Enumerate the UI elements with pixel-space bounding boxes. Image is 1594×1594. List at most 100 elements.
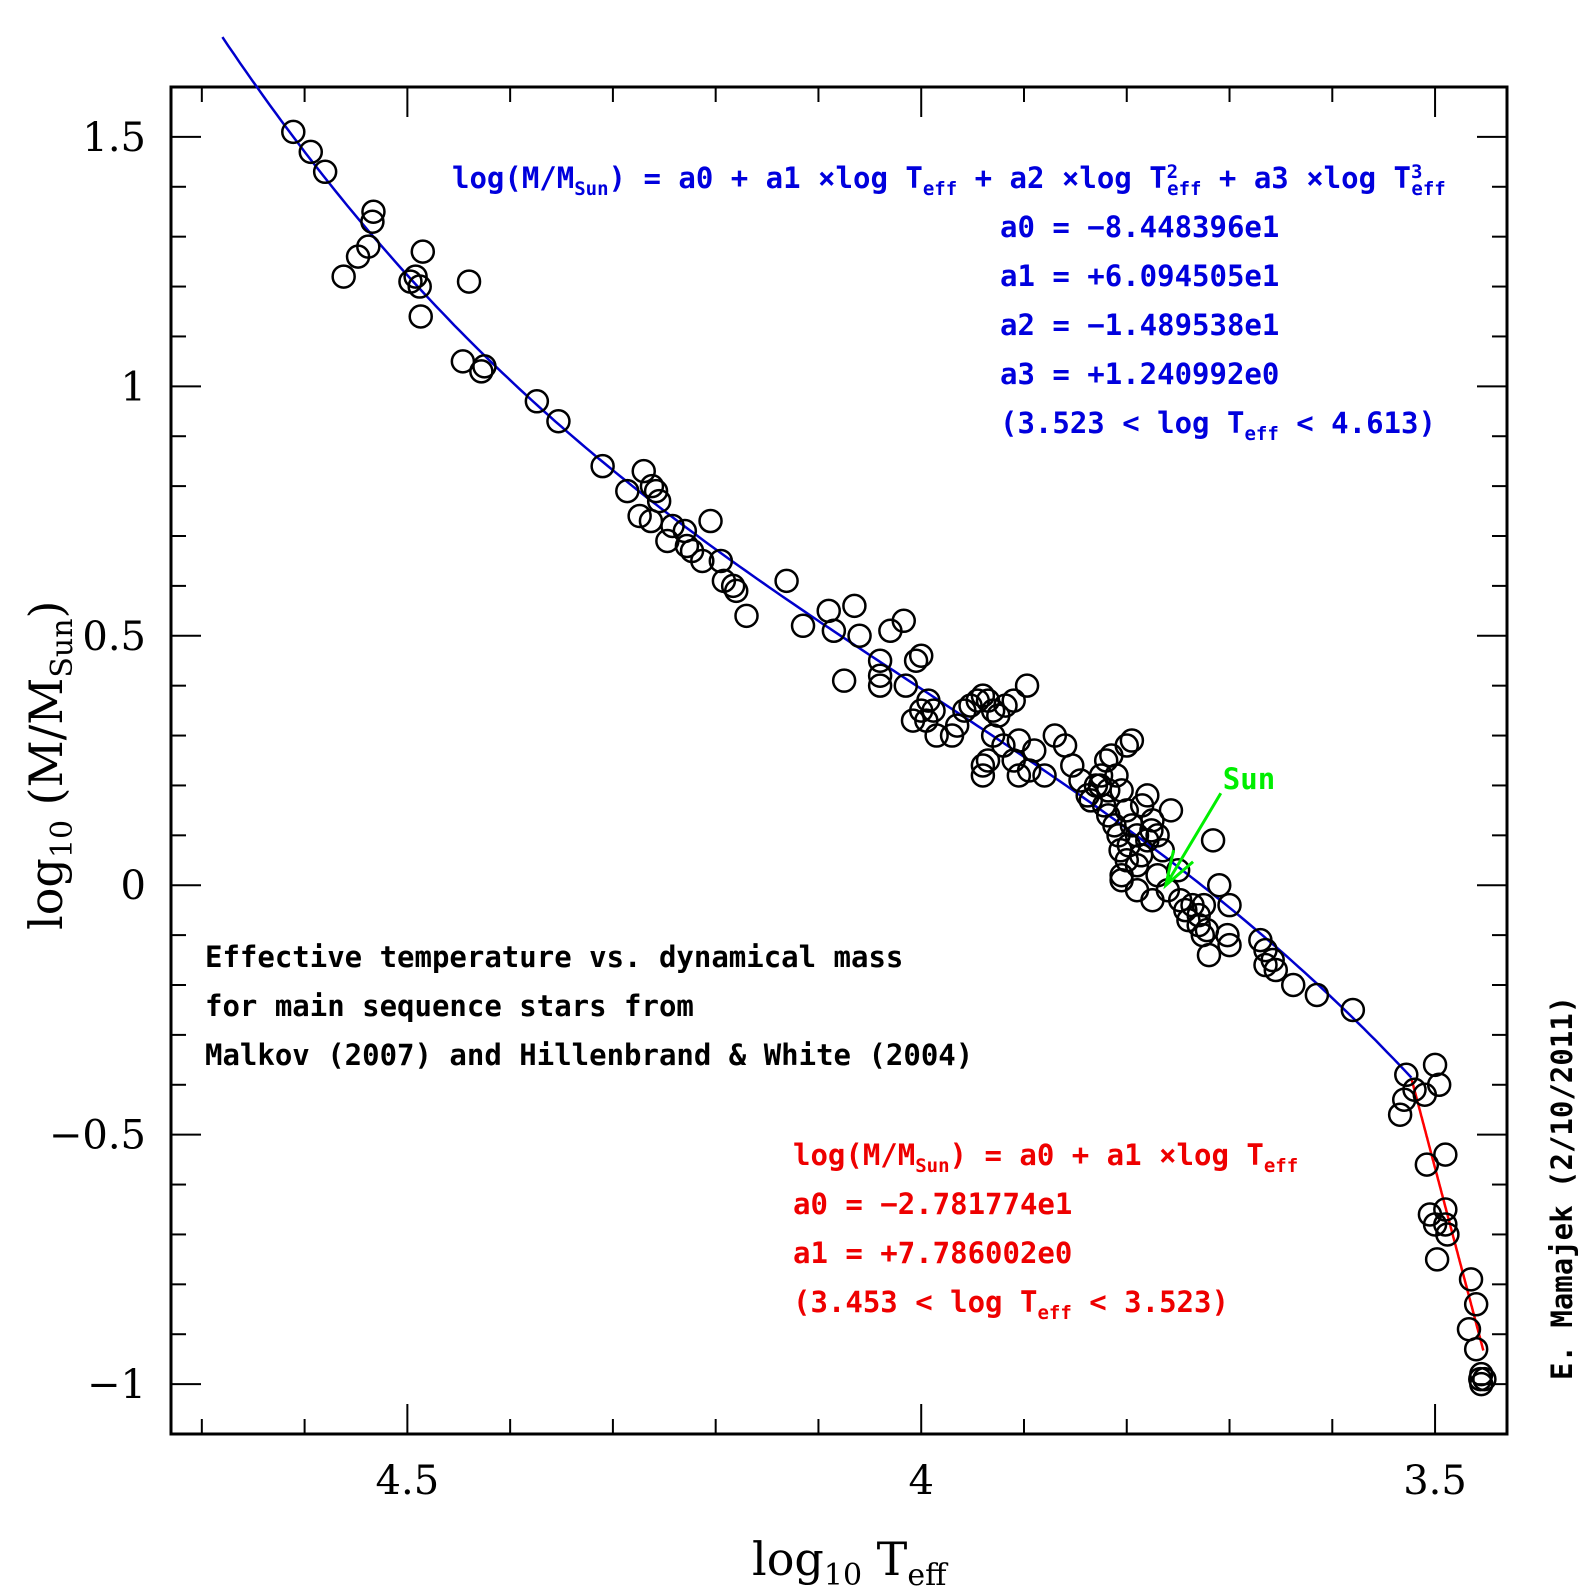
data-point: [1263, 957, 1289, 983]
data-point: [1424, 1247, 1450, 1272]
data-point: [1145, 823, 1170, 848]
blue-a1: a1 = +6.094505e1: [1000, 259, 1279, 293]
data-point: [708, 548, 734, 574]
tick-labels: 4.5 4 3.5 1.5 1 0.5 0 −0.5 −1: [49, 115, 1467, 1504]
data-point: [469, 359, 494, 384]
sun-arrow: [1164, 792, 1223, 886]
data-point: [1422, 1052, 1448, 1078]
y-tick-label: 1.5: [82, 115, 146, 161]
red-fit-annotation: log(M/MSun) = a0 + a1 ×log Teff a0 = −2.…: [793, 1138, 1298, 1324]
data-point: [816, 598, 841, 624]
data-point: [408, 304, 433, 329]
data-point: [867, 648, 893, 673]
data-point: [1032, 763, 1057, 788]
data-point: [660, 513, 685, 539]
data-point: [1433, 1142, 1458, 1167]
description: Effective temperature vs. dynamical mass…: [205, 940, 973, 1072]
data-point: [1016, 758, 1042, 783]
blue-fit-annotation: log(M/MSun) = a0 + a1 ×log Teff + a2 ×lo…: [452, 161, 1446, 445]
data-points: [281, 119, 1497, 1397]
x-axis-title: log10 Teff: [752, 1532, 949, 1593]
data-point: [847, 623, 872, 649]
data-point: [690, 548, 715, 574]
data-point: [790, 613, 816, 639]
data-point: [1096, 778, 1121, 803]
data-point: [1099, 743, 1124, 768]
data-point: [1458, 1267, 1484, 1292]
data-point: [1463, 1292, 1489, 1317]
data-point: [1022, 738, 1047, 763]
data-point: [1260, 947, 1285, 973]
sun-label: Sun: [1223, 762, 1275, 796]
data-point: [1001, 748, 1026, 773]
data-point: [410, 239, 436, 264]
data-point: [975, 748, 1001, 773]
data-point: [456, 269, 482, 294]
data-point: [893, 673, 919, 698]
y-tick-label: 1: [121, 364, 146, 410]
red-a0: a0 = −2.781774e1: [793, 1187, 1072, 1221]
data-point: [1158, 798, 1184, 823]
description-line-3: Malkov (2007) and Hillenbrand & White (2…: [205, 1038, 973, 1072]
data-point: [639, 473, 665, 499]
red-range: (3.453 < log Teff < 3.523): [793, 1285, 1229, 1324]
data-point: [407, 274, 432, 299]
data-point: [1217, 932, 1242, 958]
sun-marker: Sun: [1163, 762, 1275, 890]
sun-arrowhead: [1163, 849, 1195, 890]
y-tick-label: −0.5: [49, 1113, 146, 1159]
data-point: [1093, 748, 1119, 773]
blue-a0: a0 = −8.448396e1: [1000, 210, 1279, 244]
data-point: [867, 663, 893, 688]
data-point: [1140, 808, 1165, 833]
blue-a3: a3 = +1.240992e0: [1000, 357, 1279, 391]
data-point: [891, 608, 916, 634]
data-point: [867, 673, 893, 698]
data-point: [1217, 892, 1242, 918]
data-point: [1387, 1102, 1413, 1127]
data-point: [1173, 897, 1198, 923]
data-point: [1472, 1366, 1497, 1392]
data-point: [1140, 887, 1165, 913]
data-point: [908, 643, 934, 668]
blue-a2: a2 = −1.489538e1: [1000, 308, 1279, 342]
data-point: [1135, 783, 1160, 808]
data-point: [631, 458, 656, 484]
data-point: [774, 568, 799, 594]
data-point: [312, 159, 338, 185]
data-point: [720, 573, 746, 599]
data-point: [970, 763, 996, 788]
data-point: [1206, 872, 1232, 898]
data-point: [1469, 1371, 1494, 1397]
y-tick-label: −1: [87, 1362, 146, 1408]
data-point: [944, 713, 970, 738]
data-point: [1088, 763, 1114, 788]
x-tick-label: 3.5: [1403, 1458, 1467, 1504]
y-axis-title: log10 (M/MSun): [19, 601, 80, 930]
data-point: [1280, 972, 1306, 998]
data-point: [643, 478, 669, 504]
data-point: [524, 389, 550, 414]
description-line-1: Effective temperature vs. dynamical mass: [205, 940, 903, 974]
data-point: [1006, 728, 1032, 753]
data-point: [821, 618, 847, 644]
data-point: [1114, 798, 1140, 823]
y-tick-label: 0.5: [82, 614, 146, 660]
data-point: [627, 503, 652, 529]
description-line-2: for main sequence stars from: [205, 989, 694, 1023]
data-point: [1435, 1222, 1460, 1247]
data-point: [655, 528, 680, 554]
x-tick-label: 4: [908, 1458, 933, 1504]
data-point: [281, 119, 306, 145]
plot-frame: [169, 85, 1509, 1436]
data-point: [1215, 922, 1240, 948]
data-point: [1426, 1072, 1452, 1098]
data-point: [1463, 1336, 1489, 1362]
blue-equation: log(M/MSun) = a0 + a1 ×log Teff + a2 ×lo…: [452, 161, 1446, 200]
data-point: [1394, 1062, 1419, 1088]
data-point: [1196, 942, 1222, 968]
data-point: [980, 698, 1006, 723]
data-point: [723, 578, 749, 604]
credit: E. Mamajek (2/10/2011): [1545, 996, 1579, 1380]
